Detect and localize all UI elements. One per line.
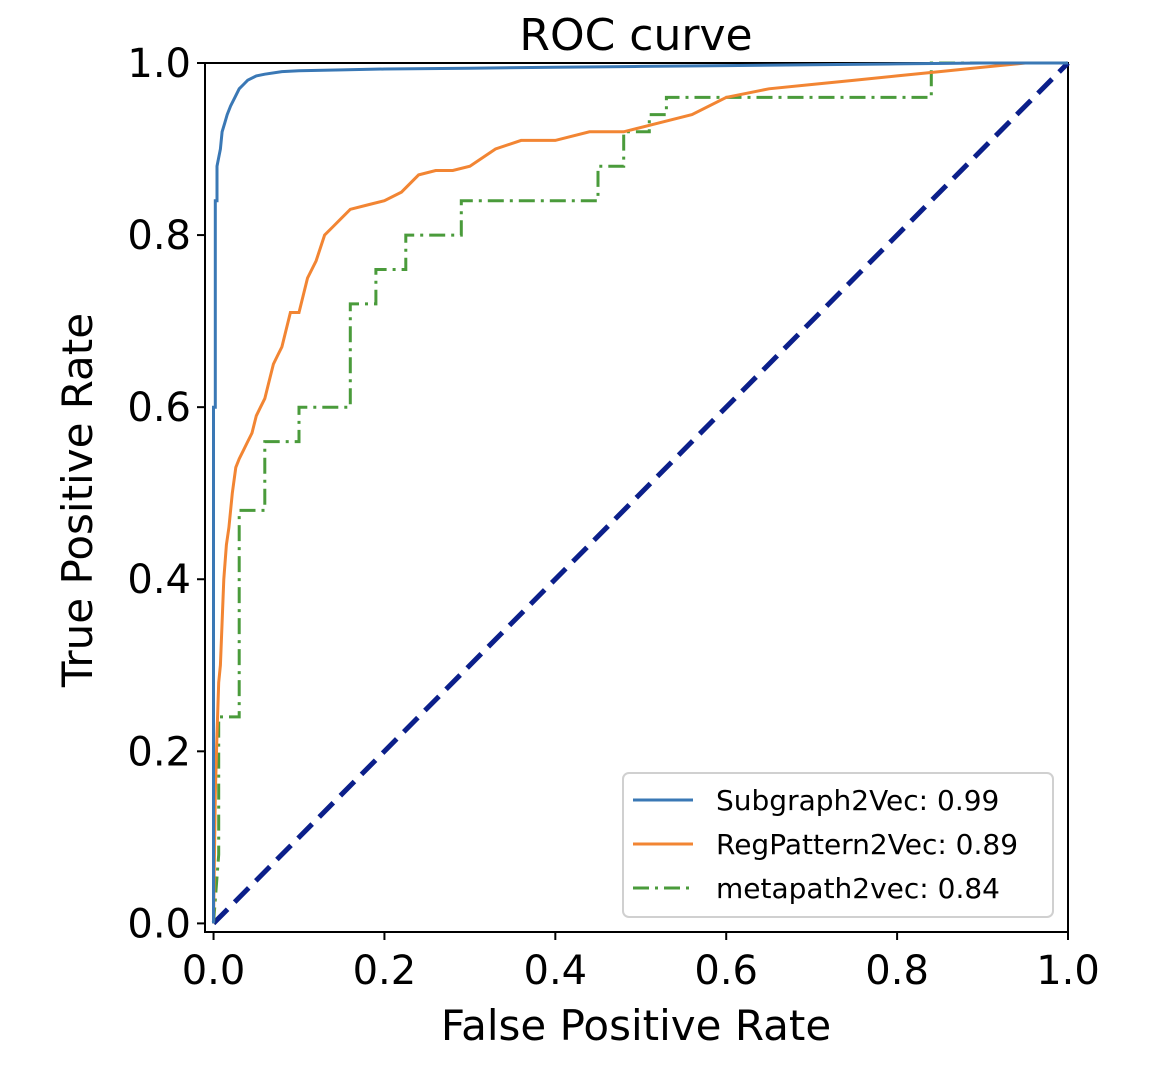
y-tick-label: 0.6 <box>127 385 191 431</box>
series-line-regpattern2vec <box>212 61 1068 924</box>
x-axis-label: False Positive Rate <box>441 1001 831 1050</box>
legend-box <box>622 772 1054 918</box>
tick-layer: 0.0 0.2 0.4 0.6 0.8 1.0 0.0 0.2 0.4 0.6 0.8 1.0 <box>127 41 1099 994</box>
legend: Subgraph2Vec: 0.99 RegPattern2Vec: 0.89 me… <box>622 772 1054 918</box>
legend-items: Subgraph2Vec: 0.99 RegPattern2Vec: 0.89 me… <box>633 784 1018 905</box>
legend-label: Subgraph2Vec: 0.99 <box>716 784 999 817</box>
chance-diagonal-line <box>211 61 1070 926</box>
series-layer <box>211 61 1070 926</box>
x-tick-label: 0.4 <box>524 948 588 994</box>
y-tick-label: 0.2 <box>127 729 191 775</box>
y-axis-label: True Positive Rate <box>53 313 102 688</box>
series-line-metapath2vec <box>212 61 1068 924</box>
series-line-subgraph2vec <box>212 61 1068 924</box>
chart-title: ROC curve <box>519 10 752 61</box>
x-tick-label: 0.8 <box>865 948 929 994</box>
legend-label: RegPattern2Vec: 0.89 <box>716 828 1018 861</box>
legend-label: metapath2vec: 0.84 <box>716 872 1000 905</box>
x-tick-label: 0.6 <box>694 948 758 994</box>
y-tick-label: 0.0 <box>127 901 191 947</box>
x-tick-label: 0.2 <box>353 948 417 994</box>
y-tick-label: 0.4 <box>127 557 191 603</box>
x-tick-label: 1.0 <box>1036 948 1100 994</box>
y-tick-label: 1.0 <box>127 41 191 87</box>
x-tick-label: 0.0 <box>182 948 246 994</box>
y-tick-label: 0.8 <box>127 213 191 259</box>
